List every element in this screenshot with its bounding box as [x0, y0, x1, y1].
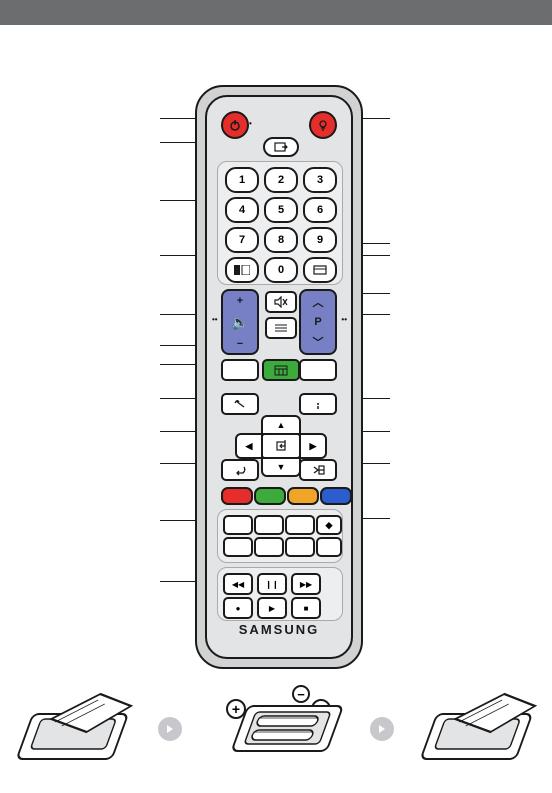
- step-arrow-icon: [370, 717, 394, 741]
- dpad-right[interactable]: ▶: [299, 433, 327, 459]
- color-green-button[interactable]: [254, 487, 286, 505]
- forward-button[interactable]: ▶▶: [291, 573, 321, 595]
- bulb-icon: [316, 118, 330, 132]
- extra-btn-2[interactable]: [254, 515, 284, 535]
- braille-dot: ••: [341, 315, 347, 324]
- ch-down-icon: ﹀: [313, 334, 324, 350]
- step-arrow-icon: [158, 717, 182, 741]
- extra-btn-7[interactable]: [285, 537, 315, 557]
- guide-button[interactable]: [262, 359, 300, 381]
- blank-right-button[interactable]: [299, 359, 337, 381]
- braille-dot: ••: [212, 315, 218, 324]
- ch-label: P: [314, 316, 321, 328]
- return-button[interactable]: [221, 459, 259, 481]
- power-icon: [228, 118, 242, 132]
- extra-btn-6[interactable]: [254, 537, 284, 557]
- number-1[interactable]: 1: [225, 167, 259, 193]
- number-6[interactable]: 6: [303, 197, 337, 223]
- svg-text:−: −: [297, 687, 305, 702]
- exit-icon: [311, 464, 325, 476]
- source-icon: [274, 142, 288, 152]
- chlist-button[interactable]: [265, 317, 297, 339]
- blank-left-button[interactable]: [221, 359, 259, 381]
- power-button[interactable]: [221, 111, 249, 139]
- extra-btn-1[interactable]: [223, 515, 253, 535]
- mute-button[interactable]: [265, 291, 297, 313]
- rewind-button[interactable]: ◀◀: [223, 573, 253, 595]
- number-7[interactable]: 7: [225, 227, 259, 253]
- extra-btn-8[interactable]: [316, 537, 342, 557]
- number-3[interactable]: 3: [303, 167, 337, 193]
- light-button[interactable]: [309, 111, 337, 139]
- number-4[interactable]: 4: [225, 197, 259, 223]
- header-bar: [0, 0, 552, 25]
- prech-button[interactable]: [303, 257, 337, 283]
- return-icon: [233, 464, 247, 476]
- number-2[interactable]: 2: [264, 167, 298, 193]
- braille-dot: •: [249, 119, 252, 128]
- prech-icon: [313, 265, 327, 275]
- remote-diagram: • 1 2 3 4 5 6 7 8 9: [0, 25, 552, 665]
- vol-minus: −: [237, 338, 243, 350]
- ttx-icon: [234, 265, 250, 275]
- dpad-left[interactable]: ◀: [235, 433, 263, 459]
- channel-rocker[interactable]: ︿ P ﹀: [299, 289, 337, 355]
- volume-rocker[interactable]: + 🔈 −: [221, 289, 259, 355]
- extra-btn-5[interactable]: [223, 537, 253, 557]
- record-button[interactable]: ●: [223, 597, 253, 619]
- brand-label: SAMSUNG: [207, 622, 351, 637]
- color-blue-button[interactable]: [320, 487, 352, 505]
- step-1-open: [9, 684, 139, 774]
- ttx-button[interactable]: [225, 257, 259, 283]
- color-yellow-button[interactable]: [287, 487, 319, 505]
- dpad-up[interactable]: ▲: [261, 415, 301, 435]
- chlist-icon: [274, 323, 288, 333]
- extra-btn-3[interactable]: [285, 515, 315, 535]
- play-button[interactable]: ▶: [257, 597, 287, 619]
- color-red-button[interactable]: [221, 487, 253, 505]
- media-row-2: ● ▶ ■: [223, 597, 321, 619]
- ad-button[interactable]: ◆: [316, 515, 342, 535]
- dpad-down[interactable]: ▼: [261, 457, 301, 477]
- step-3-close: [413, 684, 543, 774]
- vol-plus: +: [237, 295, 243, 307]
- enter-icon: [273, 439, 289, 453]
- calendar-icon: [274, 364, 288, 376]
- ch-up-icon: ︿: [313, 294, 324, 310]
- vol-icon: 🔈: [231, 314, 248, 331]
- svg-text:+: +: [232, 701, 240, 717]
- number-9[interactable]: 9: [303, 227, 337, 253]
- exit-button[interactable]: [299, 459, 337, 481]
- number-8[interactable]: 8: [264, 227, 298, 253]
- source-button[interactable]: [263, 137, 299, 157]
- remote-body-outer: • 1 2 3 4 5 6 7 8 9: [195, 85, 363, 669]
- number-5[interactable]: 5: [264, 197, 298, 223]
- mute-icon: [274, 296, 288, 308]
- step-2-insert: + + − −: [201, 684, 351, 774]
- number-0[interactable]: 0: [264, 257, 298, 283]
- pause-button[interactable]: ❙❙: [257, 573, 287, 595]
- battery-install-steps: + + − −: [0, 665, 552, 793]
- media-row-1: ◀◀ ❙❙ ▶▶: [223, 573, 321, 595]
- stop-button[interactable]: ■: [291, 597, 321, 619]
- remote-body-inner: • 1 2 3 4 5 6 7 8 9: [205, 95, 353, 659]
- dpad-enter[interactable]: [261, 433, 301, 459]
